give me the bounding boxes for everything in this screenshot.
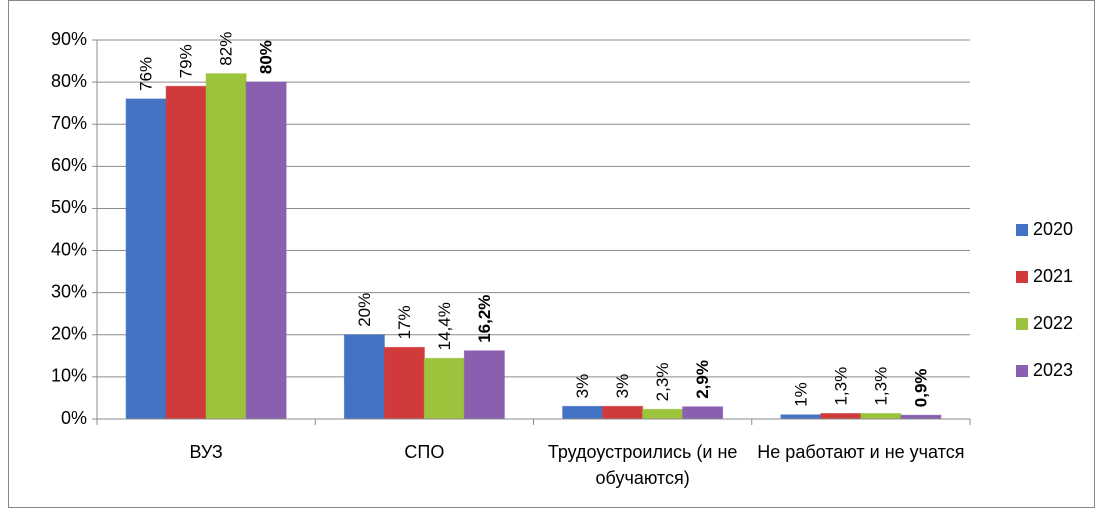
bar xyxy=(820,413,862,420)
data-label: 1,3% xyxy=(871,367,890,406)
data-label: 80% xyxy=(257,40,276,74)
bar xyxy=(642,408,684,420)
bar xyxy=(125,98,167,420)
bar xyxy=(463,350,505,420)
data-label: 20% xyxy=(355,293,374,327)
bar xyxy=(860,413,902,420)
bar xyxy=(900,414,942,420)
bar xyxy=(562,405,604,420)
data-label: 1,3% xyxy=(831,367,850,406)
bar xyxy=(602,405,644,420)
legend-swatch xyxy=(1016,271,1028,283)
legend-label: 2023 xyxy=(1033,360,1073,380)
x-tick-label: СПО xyxy=(404,442,445,462)
data-label: 3% xyxy=(613,374,632,399)
legend-swatch xyxy=(1016,365,1028,377)
y-tick-label: 70% xyxy=(51,113,87,133)
y-tick-label: 80% xyxy=(51,71,87,91)
data-label: 14,4% xyxy=(435,302,454,350)
y-tick-label: 90% xyxy=(51,29,87,49)
legend-swatch xyxy=(1016,224,1028,236)
y-tick-label: 30% xyxy=(51,281,87,301)
bar xyxy=(343,334,385,420)
y-tick-label: 20% xyxy=(51,324,87,344)
y-tick-label: 10% xyxy=(51,366,87,386)
x-tick-label: ВУЗ xyxy=(189,442,223,462)
bar xyxy=(780,414,822,420)
data-label: 17% xyxy=(395,305,414,339)
bar xyxy=(423,357,465,420)
bar xyxy=(245,81,287,420)
data-label: 0,9% xyxy=(911,368,930,407)
y-tick-label: 0% xyxy=(61,408,87,428)
legend-swatch xyxy=(1016,318,1028,330)
x-tick-label: Трудоустроились (и не обучаются) xyxy=(547,442,738,488)
legend-label: 2020 xyxy=(1033,219,1073,239)
y-tick-label: 50% xyxy=(51,197,87,217)
bar xyxy=(205,73,247,420)
data-label: 2,9% xyxy=(693,360,712,399)
bar xyxy=(383,346,425,420)
data-label: 76% xyxy=(137,57,156,91)
data-label: 2,3% xyxy=(653,363,672,402)
y-tick-label: 60% xyxy=(51,155,87,175)
data-label: 1% xyxy=(791,382,810,407)
data-label: 79% xyxy=(177,44,196,78)
legend-label: 2022 xyxy=(1033,313,1073,333)
x-tick-label: Не работают и не учатся xyxy=(757,442,965,462)
legend-label: 2021 xyxy=(1033,266,1073,286)
data-label: 3% xyxy=(573,374,592,399)
y-tick-label: 40% xyxy=(51,239,87,259)
bar xyxy=(682,406,724,420)
bar xyxy=(165,85,207,420)
data-label: 82% xyxy=(217,32,236,66)
data-label: 16,2% xyxy=(475,295,494,343)
